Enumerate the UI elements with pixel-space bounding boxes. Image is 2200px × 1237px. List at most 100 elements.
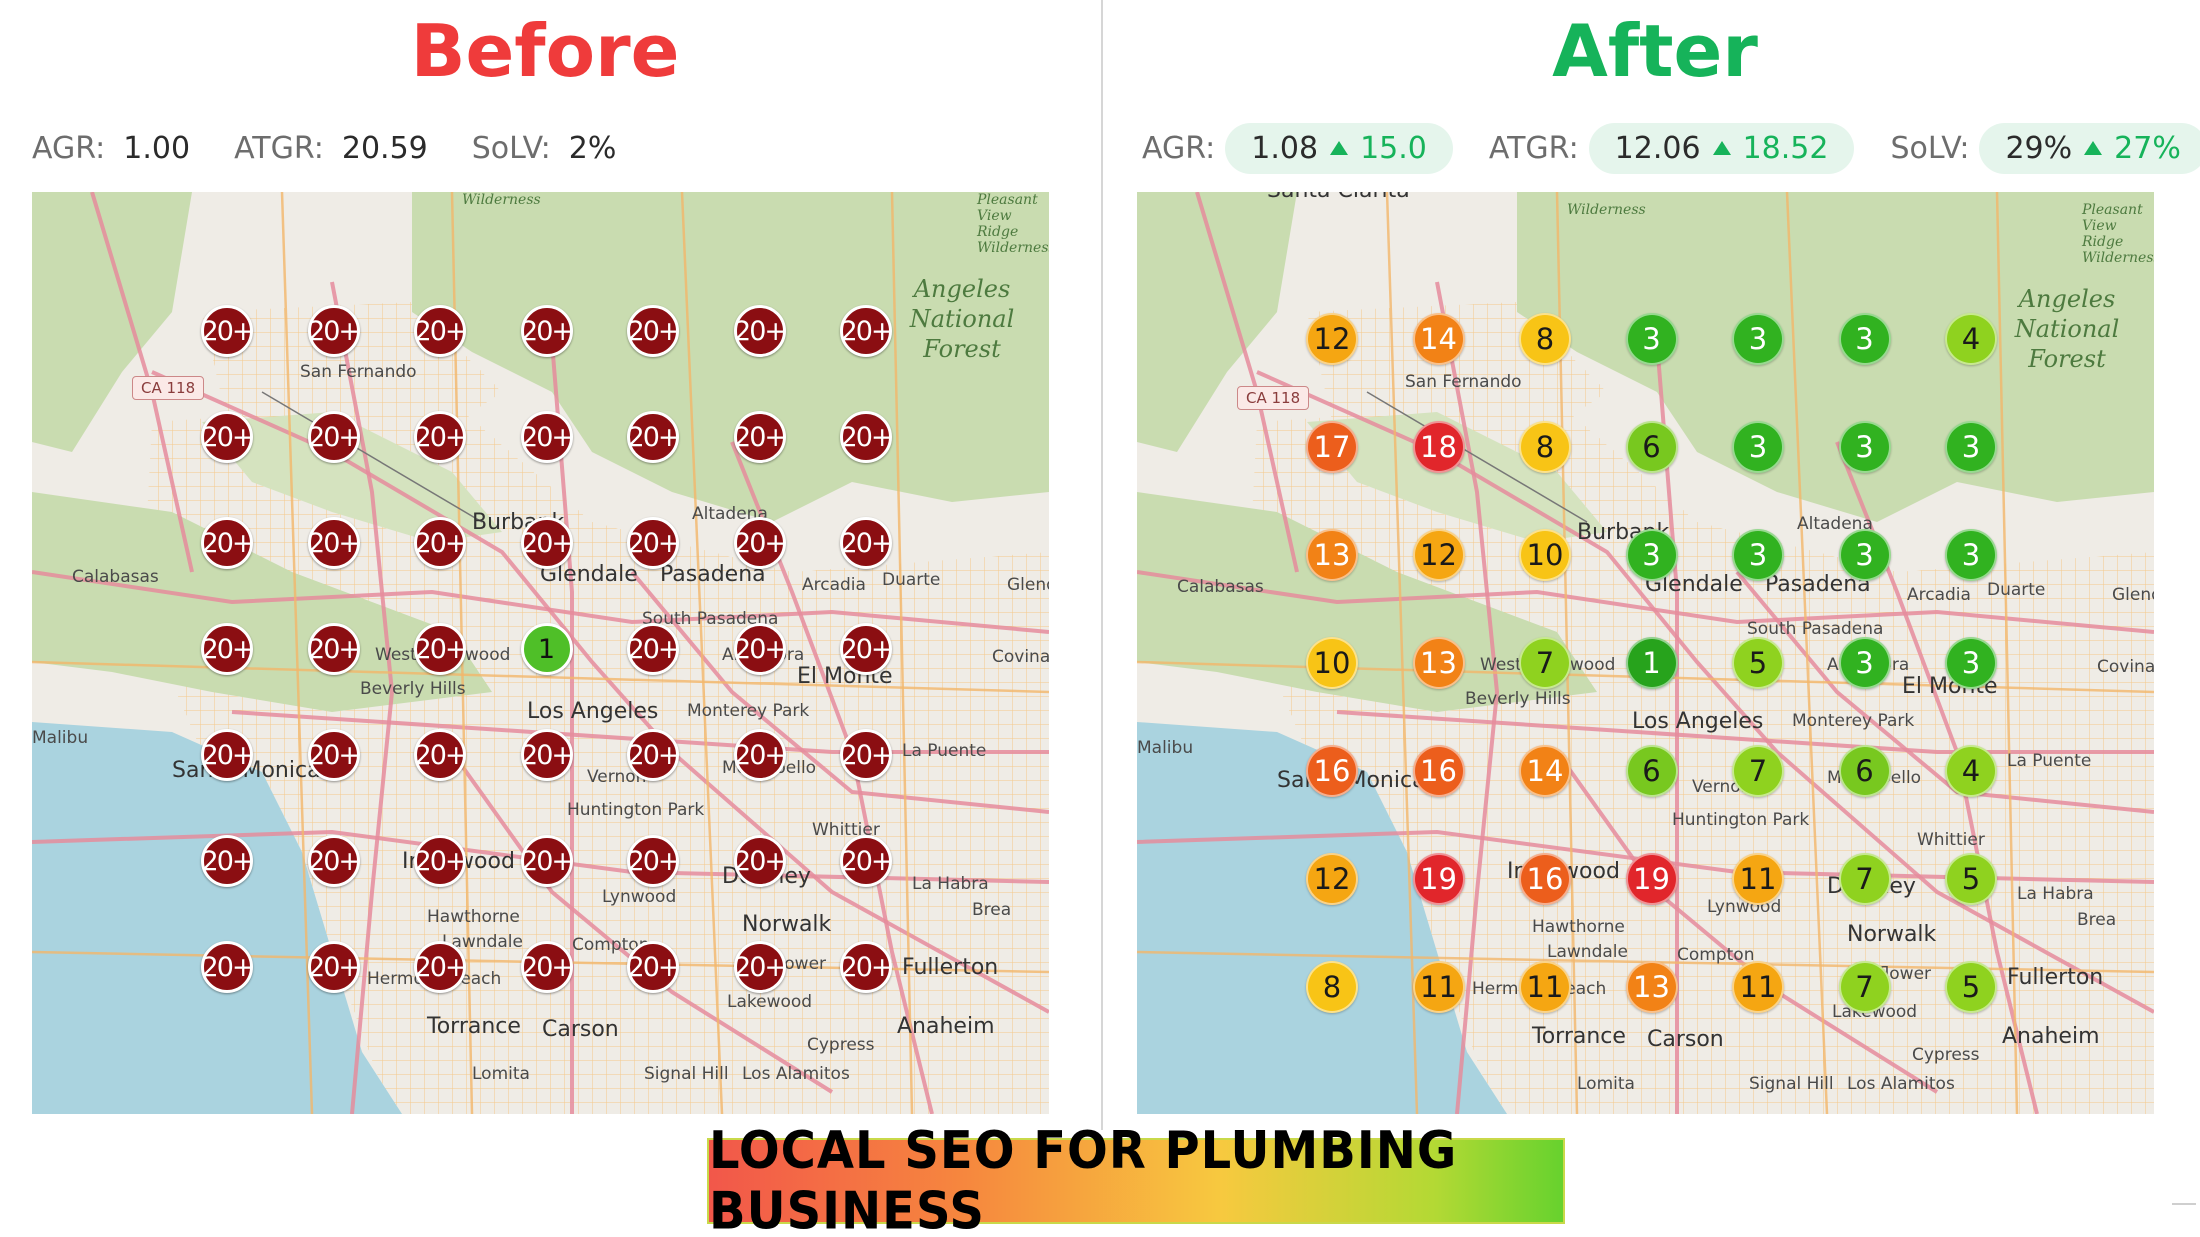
rank-marker[interactable]: 16 — [1412, 745, 1465, 797]
rank-marker[interactable]: 18 — [1412, 421, 1465, 473]
rank-marker[interactable]: 5 — [1945, 853, 1997, 905]
rank-marker[interactable]: 3 — [1945, 421, 1997, 473]
rank-marker[interactable]: 1 — [520, 623, 573, 675]
rank-marker[interactable]: 13 — [1625, 961, 1678, 1013]
rank-marker[interactable]: 20+ — [733, 729, 787, 781]
rank-marker[interactable]: 3 — [1838, 529, 1891, 581]
rank-marker[interactable]: 8 — [1519, 313, 1571, 365]
rank-marker[interactable]: 20+ — [733, 835, 787, 887]
rank-marker[interactable]: 20+ — [414, 729, 468, 781]
rank-marker[interactable]: 13 — [1412, 637, 1465, 689]
rank-marker[interactable]: 20+ — [627, 517, 681, 569]
rank-marker[interactable]: 20+ — [627, 623, 681, 675]
rank-marker[interactable]: 7 — [1838, 961, 1891, 1013]
rank-marker[interactable]: 11 — [1412, 961, 1465, 1013]
rank-marker[interactable]: 20+ — [201, 623, 255, 675]
rank-marker[interactable]: 20+ — [627, 835, 681, 887]
rank-marker[interactable]: 3 — [1732, 313, 1784, 365]
rank-marker[interactable]: 1 — [1625, 637, 1678, 689]
rank-marker[interactable]: 20+ — [733, 305, 787, 357]
rank-marker[interactable]: 16 — [1306, 745, 1358, 797]
rank-marker[interactable]: 20+ — [733, 411, 787, 463]
rank-marker[interactable]: 20+ — [733, 623, 787, 675]
rank-marker[interactable]: 12 — [1306, 313, 1358, 365]
rank-marker[interactable]: 20+ — [840, 729, 894, 781]
rank-marker[interactable]: 3 — [1732, 421, 1784, 473]
rank-marker[interactable]: 20+ — [414, 517, 468, 569]
rank-marker[interactable]: 4 — [1945, 745, 1997, 797]
rank-marker[interactable]: 20+ — [733, 941, 787, 993]
rank-marker[interactable]: 20+ — [627, 411, 681, 463]
rank-marker[interactable]: 20+ — [840, 623, 894, 675]
rank-marker[interactable]: 14 — [1519, 745, 1571, 797]
rank-marker[interactable]: 19 — [1625, 853, 1678, 905]
rank-marker[interactable]: 20+ — [414, 941, 468, 993]
rank-marker[interactable]: 20+ — [627, 305, 681, 357]
rank-marker[interactable]: 13 — [1306, 529, 1358, 581]
rank-marker[interactable]: 20+ — [840, 411, 894, 463]
rank-marker[interactable]: 12 — [1412, 529, 1465, 581]
rank-marker[interactable]: 20+ — [307, 623, 361, 675]
rank-marker[interactable]: 20+ — [307, 411, 361, 463]
rank-marker[interactable]: 3 — [1945, 637, 1997, 689]
rank-marker[interactable]: 3 — [1838, 313, 1891, 365]
rank-marker[interactable]: 3 — [1945, 529, 1997, 581]
rank-marker[interactable]: 12 — [1306, 853, 1358, 905]
rank-marker[interactable]: 20+ — [520, 729, 574, 781]
rank-marker[interactable]: 20+ — [307, 729, 361, 781]
rank-marker[interactable]: 8 — [1306, 961, 1358, 1013]
rank-marker[interactable]: 20+ — [627, 941, 681, 993]
rank-marker[interactable]: 6 — [1625, 421, 1678, 473]
rank-marker[interactable]: 20+ — [414, 305, 468, 357]
rank-marker[interactable]: 3 — [1838, 421, 1891, 473]
rank-marker[interactable]: 20+ — [201, 835, 255, 887]
rank-marker[interactable]: 20+ — [201, 305, 255, 357]
rank-marker[interactable]: 3 — [1732, 529, 1784, 581]
rank-marker[interactable]: 16 — [1519, 853, 1571, 905]
rank-marker[interactable]: 20+ — [307, 941, 361, 993]
rank-marker[interactable]: 7 — [1732, 745, 1784, 797]
rank-marker[interactable]: 3 — [1625, 529, 1678, 581]
rank-marker[interactable]: 20+ — [414, 835, 468, 887]
rank-marker[interactable]: 3 — [1838, 637, 1891, 689]
rank-marker[interactable]: 6 — [1838, 745, 1891, 797]
rank-marker[interactable]: 20+ — [733, 517, 787, 569]
rank-marker[interactable]: 20+ — [840, 305, 894, 357]
rank-marker[interactable]: 19 — [1412, 853, 1465, 905]
before-rank-map[interactable]: Wilderness Pleasant View Ridge Wilderness… — [32, 192, 1049, 1114]
rank-marker[interactable]: 20+ — [520, 835, 574, 887]
rank-marker[interactable]: 10 — [1306, 637, 1358, 689]
rank-marker[interactable]: 20+ — [520, 517, 574, 569]
rank-marker[interactable]: 11 — [1732, 853, 1784, 905]
rank-marker[interactable]: 11 — [1519, 961, 1571, 1013]
rank-marker[interactable]: 10 — [1519, 529, 1571, 581]
rank-marker[interactable]: 5 — [1945, 961, 1997, 1013]
rank-marker[interactable]: 20+ — [840, 517, 894, 569]
rank-marker[interactable]: 20+ — [307, 835, 361, 887]
rank-marker[interactable]: 3 — [1625, 313, 1678, 365]
rank-marker[interactable]: 20+ — [201, 729, 255, 781]
rank-marker[interactable]: 20+ — [520, 411, 574, 463]
rank-marker[interactable]: 7 — [1838, 853, 1891, 905]
rank-marker[interactable]: 20+ — [414, 623, 468, 675]
rank-marker[interactable]: 20+ — [307, 305, 361, 357]
rank-marker[interactable]: 20+ — [201, 941, 255, 993]
rank-marker[interactable]: 8 — [1519, 421, 1571, 473]
rank-marker[interactable]: 20+ — [520, 305, 574, 357]
rank-marker[interactable]: 6 — [1625, 745, 1678, 797]
after-rank-map[interactable]: Wilderness Pleasant View Ridge Wilderness… — [1137, 192, 2154, 1114]
rank-marker[interactable]: 20+ — [307, 517, 361, 569]
rank-marker[interactable]: 20+ — [840, 941, 894, 993]
rank-marker[interactable]: 7 — [1519, 637, 1571, 689]
rank-marker[interactable]: 20+ — [627, 729, 681, 781]
rank-marker[interactable]: 5 — [1732, 637, 1784, 689]
rank-marker[interactable]: 17 — [1306, 421, 1358, 473]
rank-marker[interactable]: 20+ — [201, 517, 255, 569]
rank-marker[interactable]: 4 — [1945, 313, 1997, 365]
rank-marker[interactable]: 11 — [1732, 961, 1784, 1013]
rank-marker[interactable]: 20+ — [840, 835, 894, 887]
rank-marker[interactable]: 20+ — [520, 941, 574, 993]
rank-marker[interactable]: 14 — [1412, 313, 1465, 365]
rank-marker[interactable]: 20+ — [201, 411, 255, 463]
rank-marker[interactable]: 20+ — [414, 411, 468, 463]
